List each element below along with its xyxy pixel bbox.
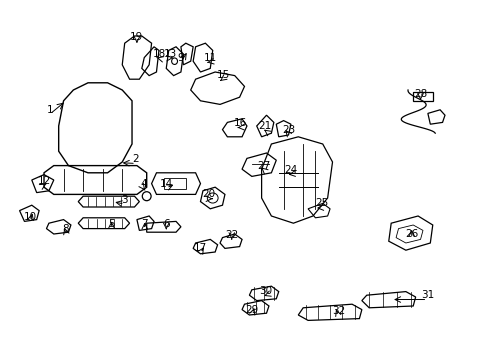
- Text: 20: 20: [203, 189, 215, 199]
- Text: 7: 7: [141, 219, 148, 229]
- Text: 29: 29: [245, 305, 259, 315]
- Text: 19: 19: [130, 32, 143, 42]
- Text: 22: 22: [224, 230, 238, 240]
- Text: 1: 1: [46, 105, 53, 115]
- Text: 10: 10: [24, 212, 37, 222]
- Text: 23: 23: [281, 125, 295, 135]
- Text: 27: 27: [257, 161, 270, 171]
- Text: 21: 21: [258, 121, 271, 131]
- Text: 15: 15: [216, 69, 229, 80]
- Text: 17: 17: [193, 243, 207, 253]
- Text: 8: 8: [62, 224, 69, 234]
- Text: 30: 30: [259, 286, 272, 296]
- Text: 5: 5: [108, 219, 115, 229]
- Text: 18: 18: [152, 49, 166, 59]
- Text: 31: 31: [420, 290, 433, 300]
- Bar: [412, 92, 432, 101]
- Text: 32: 32: [331, 306, 345, 316]
- Text: 24: 24: [284, 165, 297, 175]
- Text: 14: 14: [159, 179, 173, 189]
- Text: 13: 13: [163, 49, 177, 59]
- Bar: [163, 178, 185, 189]
- Text: 9: 9: [177, 53, 184, 63]
- Text: 4: 4: [140, 179, 146, 189]
- Text: 26: 26: [404, 229, 418, 239]
- Text: 2: 2: [132, 154, 139, 164]
- Text: 12: 12: [37, 176, 51, 186]
- Text: 6: 6: [163, 219, 169, 229]
- Text: 28: 28: [413, 89, 427, 99]
- Text: 11: 11: [203, 53, 217, 63]
- Text: 25: 25: [314, 198, 328, 208]
- Text: 3: 3: [121, 195, 128, 205]
- Text: 16: 16: [233, 118, 247, 128]
